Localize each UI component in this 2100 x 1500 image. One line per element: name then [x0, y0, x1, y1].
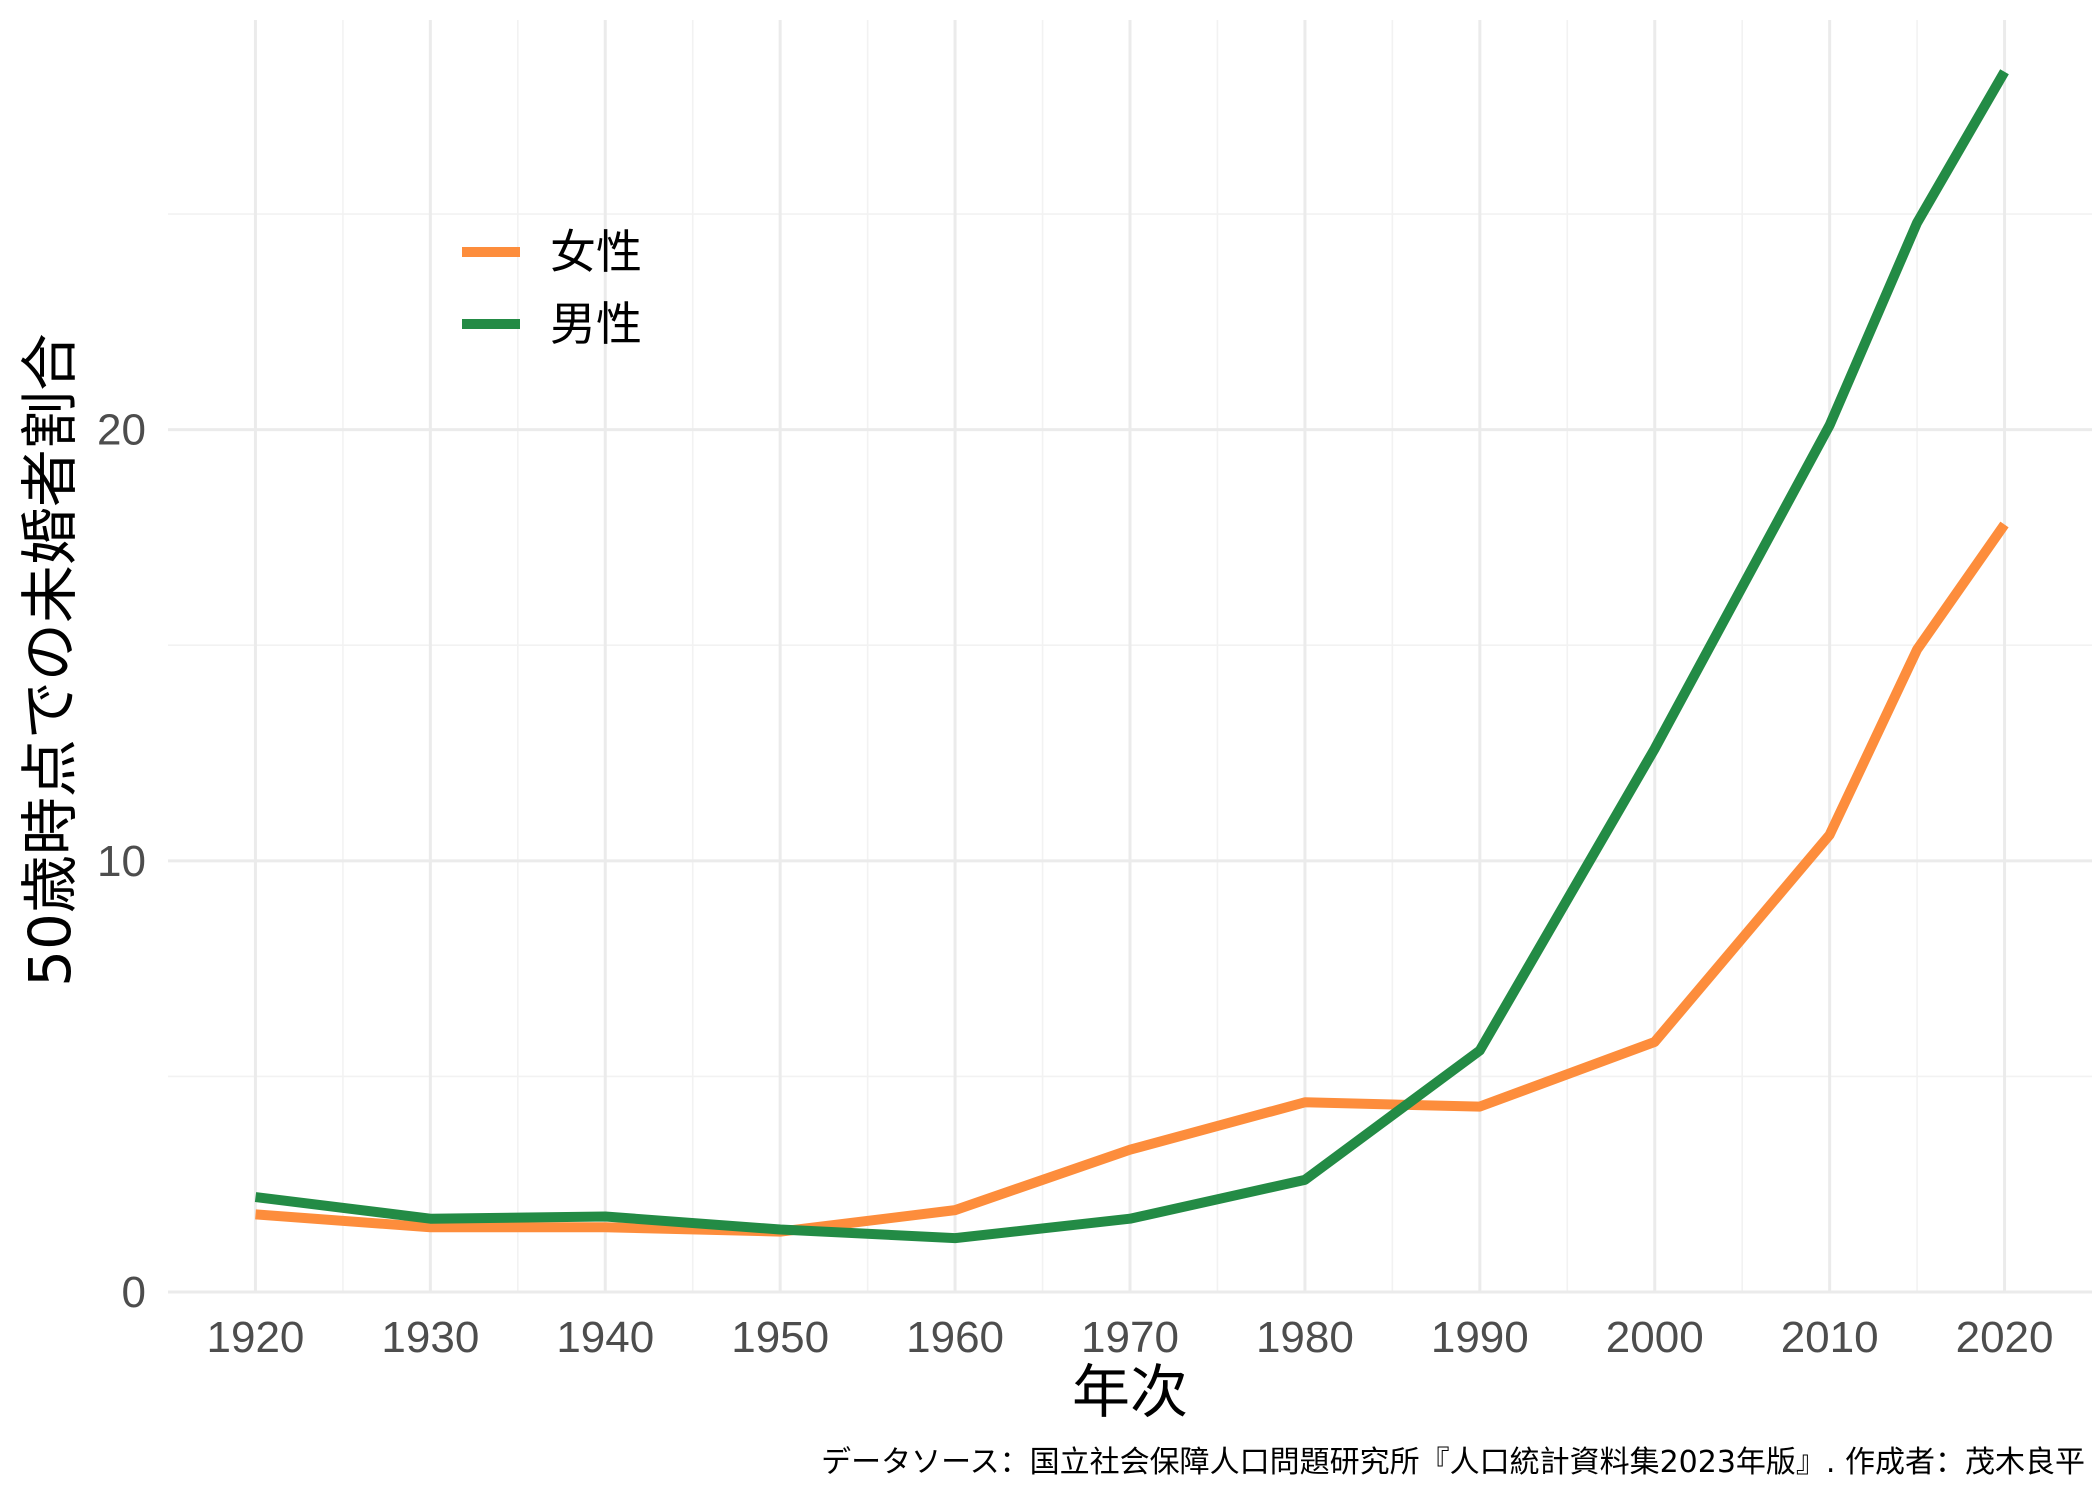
grid [168, 20, 2092, 1294]
y-tick-label: 10 [97, 837, 146, 886]
x-tick-label: 2010 [1781, 1313, 1879, 1362]
y-tick-label: 0 [122, 1268, 146, 1317]
x-tick-label: 1940 [556, 1313, 654, 1362]
x-tick-label: 2020 [1956, 1313, 2054, 1362]
legend-label-0: 女性 [550, 225, 642, 279]
x-tick-label: 2000 [1606, 1313, 1704, 1362]
x-tick-label: 1990 [1431, 1313, 1529, 1362]
x-tick-label: 1920 [207, 1313, 305, 1362]
series-line-1 [254, 69, 2009, 1244]
legend-label-1: 男性 [550, 297, 642, 351]
series-layer [254, 69, 2009, 1244]
y-axis-title: 50歳時点での未婚者割合 [16, 333, 84, 987]
series-line-0 [255, 521, 2009, 1237]
x-tick-label: 1950 [731, 1313, 829, 1362]
y-tick-labels: 0 10 20 [97, 406, 146, 1317]
caption: データソース：国立社会保障人口問題研究所『人口統計資料集2023年版』. 作成者… [821, 1445, 2085, 1480]
x-tick-label: 1980 [1256, 1313, 1354, 1362]
x-tick-labels: 1920 1930 1940 1950 1960 1970 1980 1990 2000 2010… [207, 1313, 2054, 1362]
y-tick-label: 20 [97, 406, 146, 455]
x-tick-label: 1960 [906, 1313, 1004, 1362]
x-tick-label: 1930 [381, 1313, 479, 1362]
x-tick-label: 1970 [1081, 1313, 1179, 1362]
x-axis-title: 年次 [1072, 1358, 1188, 1426]
